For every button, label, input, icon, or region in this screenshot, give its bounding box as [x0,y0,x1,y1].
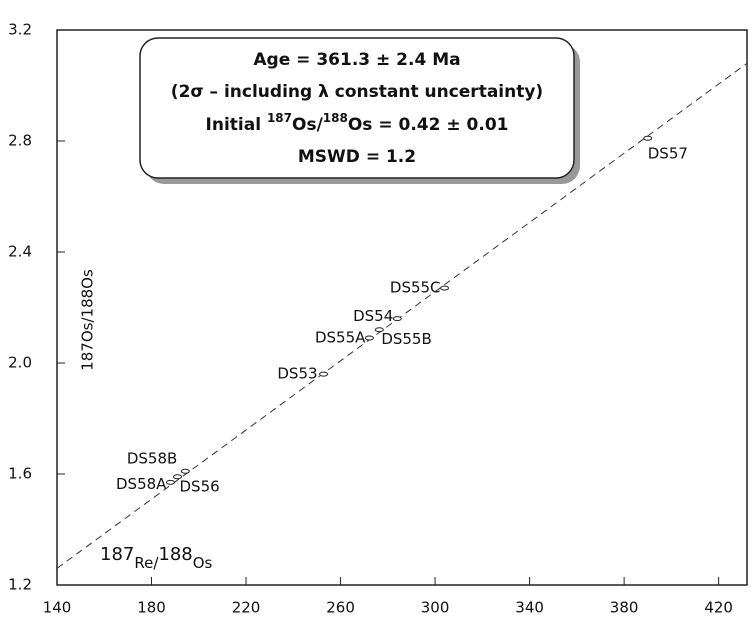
annotation-part: Os = 0.42 ± 0.01 [348,115,509,135]
x-tick-label: 260 [326,599,355,617]
x-axis-label: 187Re/188Os [100,544,213,572]
plot-frame [56,29,748,586]
point-label: DS55A [315,329,366,347]
x-tick-label: 140 [43,599,72,617]
y-tick-label: 1.6 [8,465,32,483]
data-point [180,468,190,474]
data-point [364,335,374,341]
data-point [319,371,329,377]
x-tick-label: 180 [137,599,166,617]
point-label: DS55B [381,330,431,348]
isochron-line [56,62,748,569]
annotation-line: Initial 187Os/188Os = 0.42 ± 0.01 [206,111,509,136]
x-label-part: Os [193,554,213,572]
annotation-sup: 188 [323,111,348,125]
point-label: DS55C [390,279,441,297]
y-tick-label: 2.4 [8,243,32,261]
annotation-line: Age = 361.3 ± 2.4 Ma [253,50,460,70]
point-label: DS58A [116,475,167,493]
x-label-sup: 188 [158,544,192,565]
x-tick-label: 300 [421,599,450,617]
x-label-part: Re/ [134,554,159,572]
annotation-sup: 187 [267,111,292,125]
annotation-line: (2σ – including λ constant uncertainty) [171,82,543,102]
y-tick-label: 2.0 [8,354,32,372]
y-tick-label: 1.2 [8,576,32,594]
point-label: DS54 [353,307,393,325]
y-tick-label: 3.2 [8,21,32,39]
annotation-part: Initial [206,115,267,135]
x-tick-label: 420 [704,599,733,617]
annotation-part: Os/ [292,115,324,135]
data-point [440,285,450,291]
x-tick-label: 340 [515,599,544,617]
data-point [374,327,384,333]
data-point [392,316,402,322]
x-tick-label: 220 [232,599,261,617]
x-tick-label: 380 [610,599,639,617]
point-label: DS57 [648,145,688,163]
data-point [643,135,653,141]
point-label: DS58B [127,450,177,468]
point-label: DS53 [277,365,317,383]
x-label-sup: 187 [100,544,134,565]
annotation-line: MSWD = 1.2 [298,147,416,167]
annotation-box [139,37,575,179]
data-point [173,474,183,480]
point-label: DS56 [180,477,220,495]
y-tick-label: 2.8 [8,132,32,150]
y-axis-label: 187Os/188Os [79,269,97,371]
data-point [165,479,175,485]
